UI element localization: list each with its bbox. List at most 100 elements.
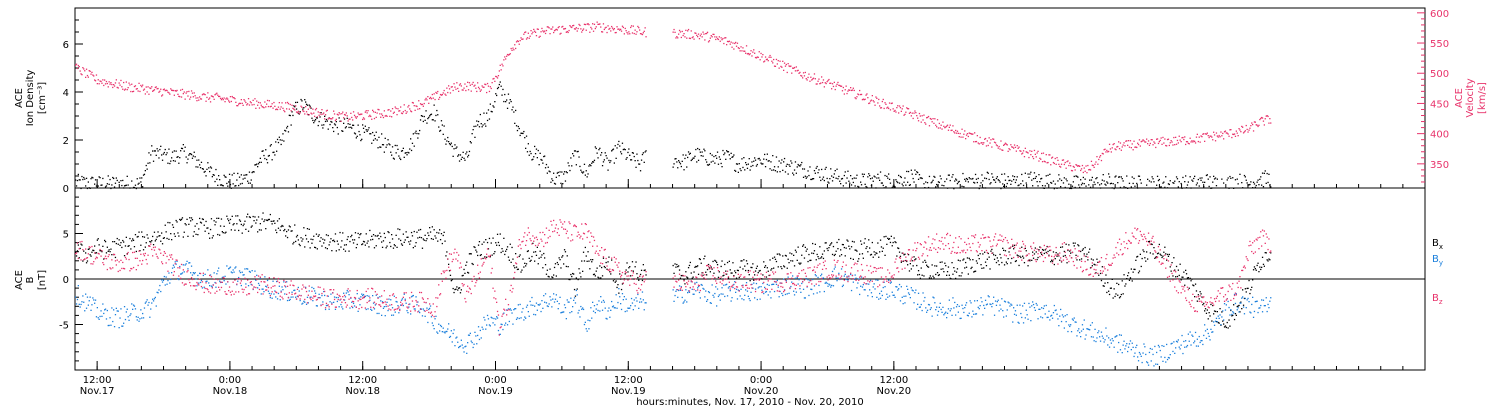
bx-point — [1085, 255, 1087, 258]
density-point — [1060, 179, 1063, 182]
density-point — [1068, 183, 1070, 185]
density-point — [511, 109, 513, 111]
velocity-point — [333, 110, 335, 112]
density-point — [75, 179, 77, 181]
density-point — [176, 156, 178, 158]
by-point — [1028, 302, 1030, 305]
density-point — [604, 152, 606, 154]
bx-point — [1147, 258, 1149, 260]
bx-point — [276, 231, 278, 234]
density-point — [1223, 182, 1225, 184]
density-point — [228, 173, 231, 175]
velocity-point — [707, 41, 710, 43]
density-point — [849, 182, 851, 184]
velocity-point — [895, 111, 897, 113]
velocity-point — [122, 88, 124, 90]
bx-point — [1179, 263, 1181, 265]
density-point — [1059, 178, 1061, 180]
bx-point — [110, 248, 112, 250]
by-point — [1006, 309, 1008, 311]
by-point — [381, 301, 384, 303]
velocity-point — [521, 38, 523, 40]
bx-point — [1038, 249, 1040, 251]
velocity-point — [711, 36, 713, 38]
bx-point — [625, 269, 627, 271]
bx-point — [365, 233, 367, 235]
velocity-point — [802, 72, 805, 74]
velocity-point — [679, 31, 682, 33]
bx-point — [355, 247, 357, 249]
velocity-point — [139, 90, 141, 93]
bx-point — [309, 247, 311, 249]
by-point — [268, 292, 270, 295]
density-point — [882, 184, 884, 187]
density-point — [161, 159, 164, 161]
bx-point — [888, 238, 890, 240]
bx-point — [381, 246, 384, 248]
density-point — [290, 124, 292, 126]
density-point — [269, 145, 271, 147]
by-point — [297, 286, 299, 289]
velocity-point — [507, 54, 510, 56]
bx-point — [195, 233, 197, 235]
bx-point — [624, 273, 626, 275]
by-point — [886, 293, 888, 295]
bx-point — [899, 255, 902, 257]
velocity-point — [285, 102, 287, 104]
velocity-point — [85, 68, 88, 70]
bx-point — [1080, 250, 1082, 253]
by-point — [1073, 317, 1075, 319]
by-point — [592, 310, 595, 312]
bx-point — [257, 216, 260, 218]
by-point — [98, 318, 100, 320]
density-point — [94, 179, 97, 181]
by-point — [473, 343, 475, 345]
velocity-point — [538, 36, 540, 38]
by-point — [131, 303, 133, 305]
velocity-point — [263, 107, 265, 109]
velocity-point — [1036, 152, 1038, 154]
density-point — [372, 131, 374, 134]
by-point — [322, 301, 324, 303]
bx-point — [706, 268, 709, 271]
bx-point — [1261, 256, 1264, 258]
bx-point — [388, 231, 390, 234]
bx-point — [297, 239, 299, 241]
bx-point — [850, 257, 852, 260]
velocity-point — [349, 118, 351, 120]
density-point — [592, 161, 595, 163]
velocity-point — [1231, 136, 1233, 139]
velocity-point — [299, 112, 301, 114]
velocity-point — [1123, 142, 1125, 144]
by-point — [524, 316, 526, 318]
density-point — [531, 159, 533, 161]
bx-point — [688, 264, 691, 267]
velocity-point — [870, 99, 873, 101]
bx-point — [985, 265, 988, 267]
by-point — [782, 294, 784, 297]
density-point — [973, 181, 975, 184]
density-point — [963, 186, 965, 188]
by-point — [242, 274, 244, 276]
by-point — [842, 284, 844, 286]
by-point — [926, 311, 928, 313]
velocity-point — [314, 115, 316, 117]
velocity-point — [632, 25, 634, 27]
velocity-point — [749, 53, 751, 55]
density-point — [487, 109, 490, 111]
velocity-point — [851, 89, 854, 91]
bx-point — [1112, 297, 1114, 299]
velocity-point — [513, 49, 515, 51]
density-point — [371, 142, 373, 144]
density-point — [873, 175, 875, 177]
velocity-point — [1045, 154, 1047, 156]
bx-point — [92, 249, 94, 251]
by-point — [1048, 310, 1050, 312]
by-point — [754, 288, 757, 290]
density-point — [490, 110, 492, 113]
velocity-point — [367, 110, 369, 112]
bx-point — [1019, 255, 1021, 257]
density-point — [477, 124, 479, 126]
bx-point — [542, 267, 544, 269]
by-point — [504, 324, 506, 326]
